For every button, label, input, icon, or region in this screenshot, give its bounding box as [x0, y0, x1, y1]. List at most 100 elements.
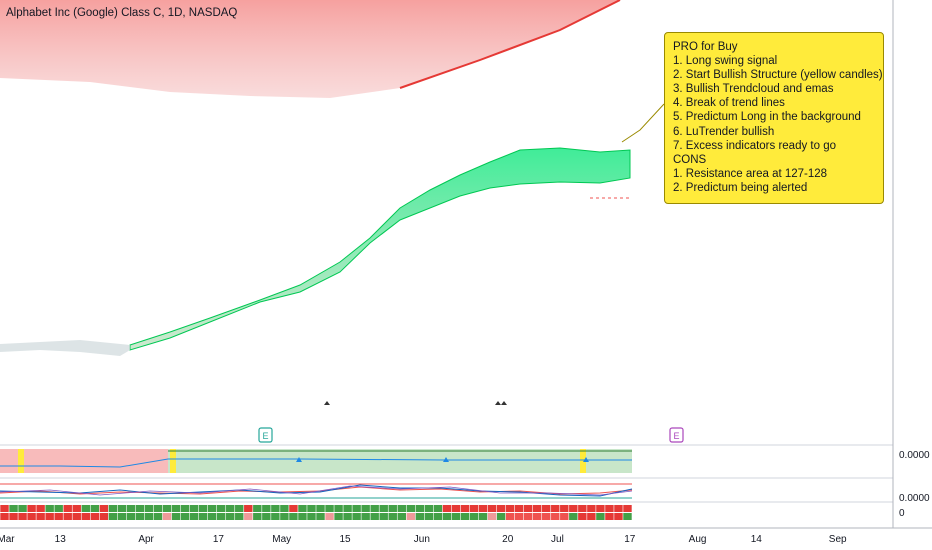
heat-cell [289, 505, 298, 512]
heat-cell [560, 505, 569, 512]
heat-cell [108, 505, 118, 512]
heat-cell [415, 505, 425, 512]
x-tick-label: 17 [624, 534, 636, 545]
heat-cell [587, 505, 596, 512]
heat-cell [560, 513, 569, 520]
note-line: 1. Long swing signal [673, 55, 778, 68]
heat-cell [144, 505, 154, 512]
heat-cell [54, 513, 63, 520]
heat-cell [505, 513, 515, 520]
heat-cell [307, 505, 316, 512]
heat-cell [180, 505, 190, 512]
heat-cell [253, 505, 262, 512]
heat-cell [379, 505, 388, 512]
heat-cell [226, 505, 235, 512]
heat-cell [551, 513, 560, 520]
heat-cell [198, 513, 208, 520]
heat-cell [496, 505, 506, 512]
heat-cell [18, 505, 27, 512]
heat-cell [117, 505, 127, 512]
price-axis[interactable]: 88.0092.0096.00100.00104.00108.00112.001… [892, 0, 930, 528]
x-tick-label: 17 [213, 534, 225, 545]
heat-cell [532, 505, 542, 512]
heat-cell [90, 505, 100, 512]
heat-cell [496, 513, 506, 520]
heat-cell [171, 513, 181, 520]
note-line: 4. Break of trend lines [673, 97, 785, 110]
heat-cell [587, 513, 596, 520]
svg-text:E: E [673, 431, 679, 441]
earnings-flag-jul[interactable]: E [669, 427, 684, 443]
heat-cell [460, 505, 470, 512]
heat-cell [72, 505, 81, 512]
heat-cell [469, 513, 479, 520]
heat-cell [162, 513, 172, 520]
heat-cell [216, 505, 226, 512]
heat-cell [460, 513, 470, 520]
heat-cell [307, 513, 316, 520]
heat-cell [325, 505, 334, 512]
heat-cell [442, 505, 452, 512]
chart-background [0, 0, 631, 356]
heat-cell [226, 513, 235, 520]
pane1-value: 0.0000 [899, 450, 930, 461]
heat-cell [27, 505, 36, 512]
heat-cell [623, 513, 632, 520]
heat-cell [433, 505, 443, 512]
x-tick-label: Apr [138, 534, 154, 545]
heat-cell [451, 513, 461, 520]
heat-cell [262, 513, 271, 520]
predictum-pane [0, 444, 893, 473]
note-line: CONS [673, 153, 707, 166]
heat-cell [605, 505, 614, 512]
heat-cell [523, 513, 533, 520]
note-pointer [621, 103, 665, 143]
heat-cell [280, 513, 289, 520]
earnings-flag-apr[interactable]: E [258, 427, 273, 443]
heat-cell [135, 513, 145, 520]
x-tick-label: Jun [414, 534, 430, 545]
heat-cell [126, 505, 136, 512]
trend-heat-pane [0, 501, 893, 520]
note-line: 2. Predictum being alerted [673, 181, 808, 194]
heat-cell [352, 513, 361, 520]
heat-cell [244, 513, 253, 520]
heat-cell [532, 513, 542, 520]
gray-cloud [0, 340, 130, 356]
heat-cell [442, 513, 452, 520]
heat-cell [162, 505, 172, 512]
heat-cell [63, 513, 72, 520]
svg-text:E: E [262, 431, 268, 441]
heat-cell [605, 513, 614, 520]
heat-cell [244, 505, 253, 512]
heat-cell [54, 505, 63, 512]
heat-cell [298, 513, 307, 520]
heat-cell [316, 513, 325, 520]
heat-cell [542, 505, 551, 512]
heat-cell [406, 513, 416, 520]
oscillator-pane [0, 477, 893, 499]
heat-cell [117, 513, 127, 520]
heat-cell [45, 513, 54, 520]
heat-cell [487, 513, 497, 520]
time-axis[interactable]: Mar 13 Apr 17 May 15 Jun 20 Jul 17 Aug 14 Sep [0, 527, 932, 545]
volume-markers [324, 401, 507, 405]
heat-cell [126, 513, 136, 520]
pane3-value: 0 [899, 508, 905, 519]
heat-cell [0, 513, 9, 520]
heat-cell [81, 505, 90, 512]
heat-cell [469, 505, 479, 512]
heat-cell [334, 513, 343, 520]
heat-cell [614, 505, 623, 512]
bearish-cloud-edge [399, 0, 621, 89]
x-tick-label: 14 [751, 534, 763, 545]
heat-cell [81, 513, 90, 520]
heat-cell [90, 513, 100, 520]
heat-cell [578, 505, 587, 512]
heat-cell [379, 513, 388, 520]
bearish-cloud [0, 0, 620, 98]
heat-cell [153, 505, 163, 512]
note-line: 2. Start Bullish Structure (yellow candl… [673, 69, 883, 82]
heat-cell [424, 505, 434, 512]
